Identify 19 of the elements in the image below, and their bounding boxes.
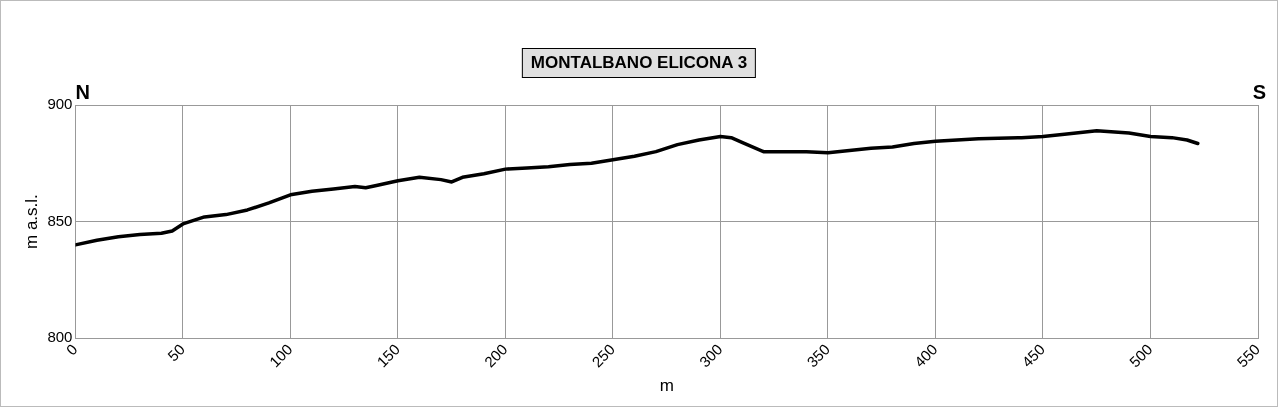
x-tick-label: 300 xyxy=(695,340,726,371)
x-tick-label: 450 xyxy=(1018,340,1049,371)
x-tick-label: 250 xyxy=(588,340,619,371)
text: S xyxy=(1252,80,1266,103)
y-tick-label: 850 xyxy=(47,211,73,229)
x-tick-label: 100 xyxy=(265,340,296,371)
x-tick-label: 400 xyxy=(910,340,941,371)
x-tick-label: 350 xyxy=(803,340,834,371)
x-tick-label: 550 xyxy=(1233,340,1264,371)
y-tick-label: 900 xyxy=(47,95,73,113)
y-tick-label: 800 xyxy=(47,328,73,346)
x-tick-label: 500 xyxy=(1125,340,1156,371)
text: N xyxy=(75,80,90,103)
y-axis-title: m a.s.l. xyxy=(21,194,41,249)
x-axis-title: m xyxy=(659,376,674,396)
x-tick-label: 200 xyxy=(480,340,511,371)
chart-title: MONTALBANO ELICONA 3 xyxy=(521,48,757,78)
x-tick-label: 50 xyxy=(164,340,188,365)
x-tick-label: 150 xyxy=(373,340,403,371)
